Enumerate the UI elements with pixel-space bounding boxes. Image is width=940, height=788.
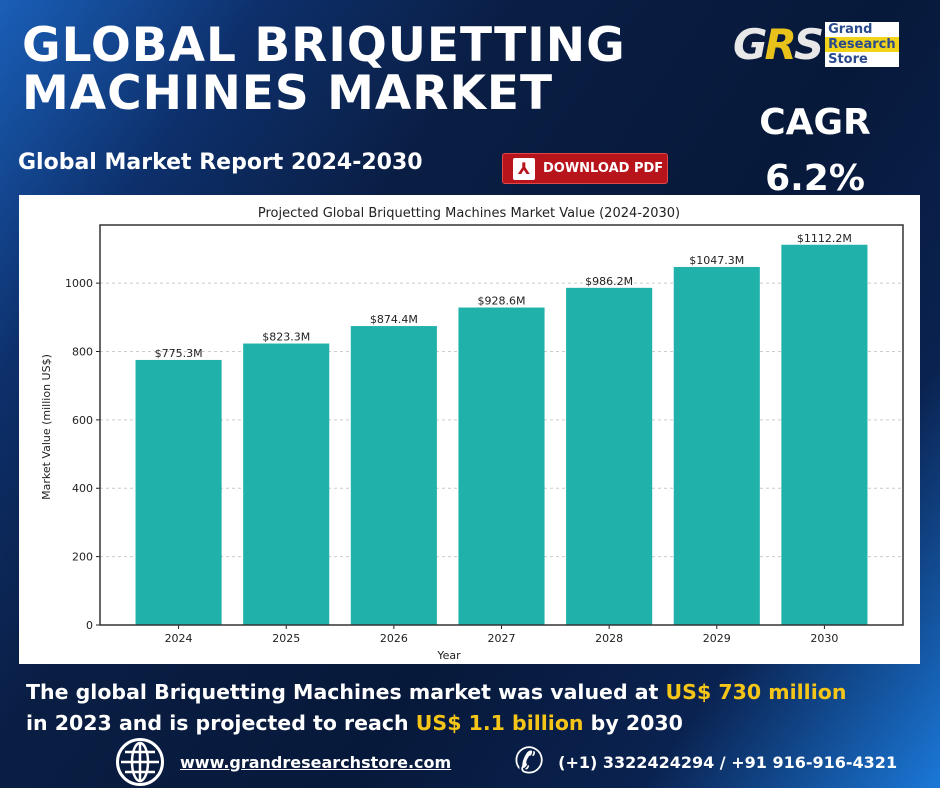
data-label: $823.3M bbox=[262, 331, 310, 344]
summary-part: by 2030 bbox=[583, 711, 683, 735]
x-tick-label: 2026 bbox=[380, 632, 408, 645]
data-label: $986.2M bbox=[585, 275, 633, 288]
cagr-label: CAGR bbox=[759, 102, 871, 143]
x-tick-label: 2028 bbox=[595, 632, 623, 645]
phone-contact: ✆ (+1) 3322424294 / +91 916-916-4321 bbox=[514, 738, 897, 786]
y-tick-label: 0 bbox=[86, 619, 93, 632]
logo-mark: GRS bbox=[733, 20, 824, 69]
globe-icon bbox=[116, 738, 164, 786]
bar bbox=[458, 307, 545, 625]
bar bbox=[566, 287, 653, 625]
x-tick-label: 2027 bbox=[488, 632, 516, 645]
highlight-2023-value: US$ 730 million bbox=[665, 680, 847, 704]
x-tick-label: 2024 bbox=[165, 632, 193, 645]
y-axis-label: Market Value (million US$) bbox=[40, 354, 53, 500]
phone-icon: ✆ bbox=[514, 741, 545, 782]
bar bbox=[673, 266, 760, 625]
data-label: $1047.3M bbox=[689, 254, 744, 267]
x-tick-label: 2030 bbox=[810, 632, 838, 645]
plot-frame bbox=[99, 224, 904, 626]
bar bbox=[781, 244, 868, 625]
page-title: GLOBAL BRIQUETTING MACHINES MARKET bbox=[22, 22, 626, 118]
data-label: $1112.2M bbox=[797, 232, 852, 245]
logo: GRS Grand Research Store bbox=[733, 20, 899, 69]
summary-text: The global Briquetting Machines market w… bbox=[26, 677, 846, 739]
download-label: DOWNLOAD PDF bbox=[543, 161, 664, 176]
website-link[interactable]: www.grandresearchstore.com bbox=[180, 752, 452, 772]
bar bbox=[243, 343, 330, 625]
summary-part: in 2023 and is projected to reach bbox=[26, 711, 416, 735]
highlight-2030-value: US$ 1.1 billion bbox=[415, 711, 584, 735]
data-label: $775.3M bbox=[155, 347, 203, 360]
website-contact: www.grandresearchstore.com bbox=[116, 738, 451, 786]
download-pdf-button[interactable]: ⅄ DOWNLOAD PDF bbox=[502, 153, 668, 184]
subtitle: Global Market Report 2024-2030 bbox=[18, 150, 423, 175]
y-tick-label: 800 bbox=[72, 345, 93, 358]
phone-number[interactable]: (+1) 3322424294 / +91 916-916-4321 bbox=[558, 752, 898, 772]
logo-word: Research bbox=[825, 37, 899, 52]
data-label: $874.4M bbox=[370, 313, 418, 326]
x-tick-label: 2025 bbox=[272, 632, 300, 645]
cagr-value: 6.2% bbox=[765, 158, 865, 199]
title-line-1: GLOBAL BRIQUETTING bbox=[22, 18, 626, 73]
y-tick-label: 200 bbox=[72, 551, 93, 564]
pdf-icon: ⅄ bbox=[513, 157, 535, 180]
bar bbox=[350, 326, 437, 625]
y-tick-label: 1000 bbox=[65, 277, 93, 290]
chart: Projected Global Briquetting Machines Ma… bbox=[19, 195, 920, 664]
bar-chart: Projected Global Briquetting Machines Ma… bbox=[40, 206, 904, 662]
chart-title: Projected Global Briquetting Machines Ma… bbox=[258, 206, 680, 221]
x-axis-label: Year bbox=[436, 649, 461, 662]
bar bbox=[135, 359, 222, 625]
x-tick-label: 2029 bbox=[703, 632, 731, 645]
title-line-2: MACHINES MARKET bbox=[22, 66, 554, 121]
y-tick-label: 600 bbox=[72, 414, 93, 427]
logo-word: Store bbox=[825, 52, 899, 67]
data-label: $928.6M bbox=[478, 295, 526, 308]
logo-word: Grand bbox=[825, 22, 899, 37]
cagr-block: CAGR 6.2% bbox=[740, 95, 890, 207]
summary-part: The global Briquetting Machines market w… bbox=[26, 680, 666, 704]
y-tick-label: 400 bbox=[72, 482, 93, 495]
